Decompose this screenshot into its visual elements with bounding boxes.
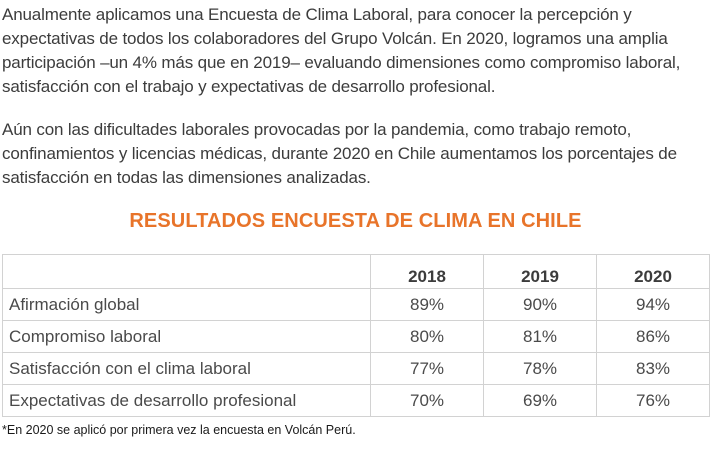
header-cell-2019: 2019: [483, 254, 597, 289]
header-cell-2020: 2020: [596, 254, 710, 289]
value-cell: 69%: [483, 384, 597, 417]
header-cell-empty: [2, 254, 371, 289]
table-title: RESULTADOS ENCUESTA DE CLIMA EN CHILE: [129, 210, 582, 232]
row-label: Expectativas de desarrollo profesional: [2, 384, 371, 417]
row-label: Satisfacción con el clima laboral: [2, 352, 371, 385]
value-cell: 83%: [596, 352, 710, 385]
value-cell: 78%: [483, 352, 597, 385]
value-cell: 94%: [596, 288, 710, 321]
footnote: *En 2020 se aplicó por primera vez la en…: [2, 423, 356, 437]
value-cell: 89%: [370, 288, 484, 321]
table-row: Compromiso laboral 80% 81% 86%: [2, 320, 710, 353]
value-cell: 81%: [483, 320, 597, 353]
row-label: Compromiso laboral: [2, 320, 371, 353]
table-row: Satisfacción con el clima laboral 77% 78…: [2, 352, 710, 385]
value-cell: 76%: [596, 384, 710, 417]
pandemic-paragraph: Aún con las dificultades laborales provo…: [2, 120, 677, 187]
value-cell: 77%: [370, 352, 484, 385]
table-row: Expectativas de desarrollo profesional 7…: [2, 384, 710, 417]
value-cell: 90%: [483, 288, 597, 321]
row-label: Afirmación global: [2, 288, 371, 321]
table-header-row: 2018 2019 2020: [2, 254, 710, 289]
table-row: Afirmación global 89% 90% 94%: [2, 288, 710, 321]
value-cell: 70%: [370, 384, 484, 417]
climate-results-table: 2018 2019 2020 Afirmación global 89% 90%…: [2, 254, 710, 417]
value-cell: 86%: [596, 320, 710, 353]
value-cell: 80%: [370, 320, 484, 353]
intro-paragraph: Anualmente aplicamos una Encuesta de Cli…: [2, 5, 681, 96]
header-cell-2018: 2018: [370, 254, 484, 289]
